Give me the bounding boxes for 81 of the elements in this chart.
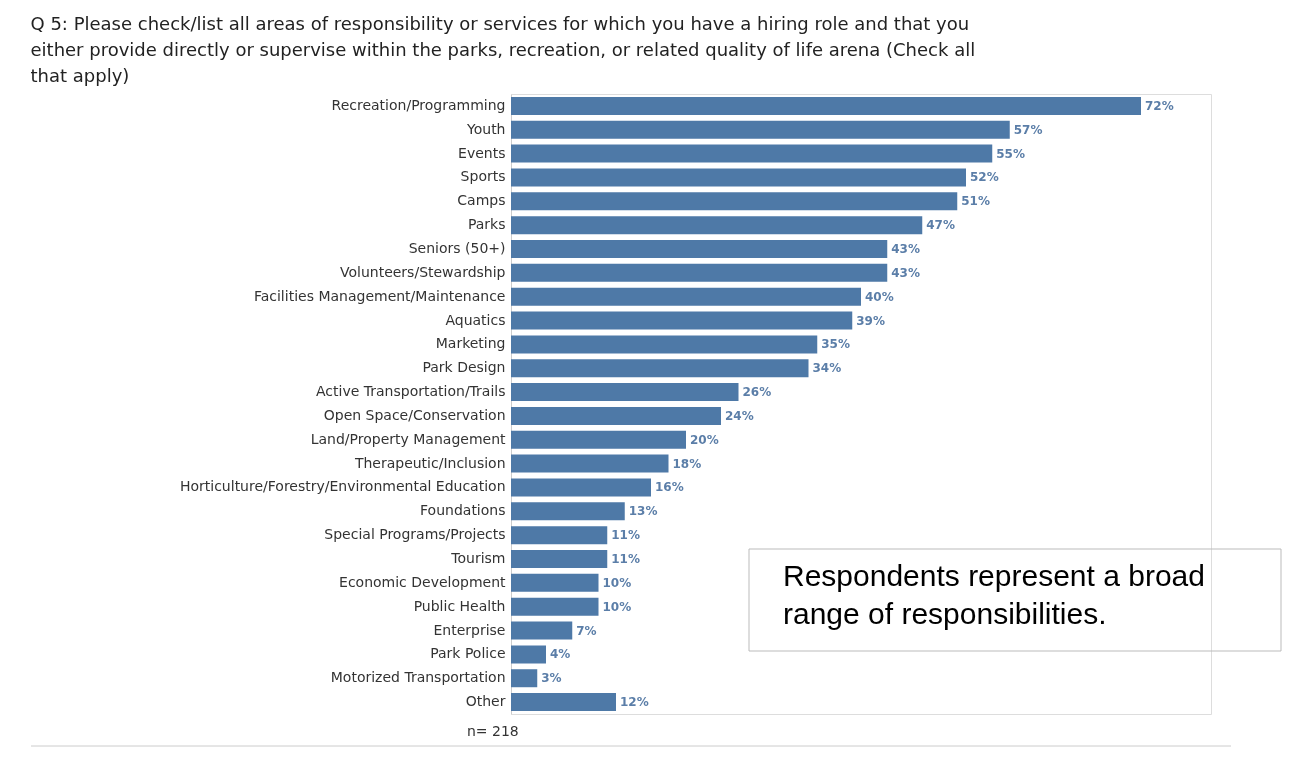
data-label: 10% (602, 575, 632, 590)
bar (511, 693, 616, 712)
y-tick-label: Volunteers/Stewardship (339, 263, 506, 280)
data-label: 10% (602, 599, 632, 614)
bar (511, 287, 861, 306)
data-label: 20% (690, 432, 719, 447)
bar (511, 216, 923, 235)
y-tick-label: Active Transportation/Trails (316, 383, 506, 400)
y-tick-label: Horticulture/Forestry/Environmental Education (179, 478, 506, 495)
bar (511, 430, 686, 449)
text: n= 218 (467, 723, 519, 739)
data-label: 43% (891, 265, 920, 280)
y-tick-label: Open Space/Conservation (323, 406, 506, 423)
data-label: 4% (550, 647, 571, 662)
chart-title: Q 5: Please check/list all areas of responsibility or services for which you have a hiring role and that you either provide directly or supervise within the parks, recreation, or related quality of life arena (Check all that apply) (30, 13, 976, 86)
bar (511, 263, 888, 282)
data-label: 34% (812, 361, 842, 376)
data-label: 26% (742, 385, 772, 400)
bar (511, 478, 651, 497)
y-tick-label: Facilities Management/Maintenance (253, 287, 506, 304)
data-label: 11% (611, 552, 640, 566)
bar (511, 335, 818, 354)
bar (511, 96, 1141, 115)
bar (511, 144, 993, 163)
data-label: 18% (672, 456, 702, 471)
y-tick-label: Sports (460, 168, 506, 185)
bar (511, 311, 853, 330)
bar (511, 240, 888, 258)
bar (511, 359, 809, 378)
y-tick-label: Seniors (50+) (408, 240, 506, 256)
data-label: 47% (926, 218, 955, 233)
bar (511, 120, 1010, 139)
data-label: 39% (856, 313, 885, 328)
bar (511, 168, 966, 187)
bar (511, 669, 538, 688)
y-tick-label: Special Programs/Projects (324, 526, 506, 543)
data-label: 24% (725, 408, 754, 423)
data-label: 16% (655, 480, 684, 495)
y-tick-label: Economic Development (339, 573, 507, 590)
bar (511, 192, 958, 211)
bar (511, 645, 546, 664)
annotation: Respondents represent a broad range of responsibilities. (783, 559, 1205, 630)
bar (511, 621, 573, 640)
data-label: 51% (961, 194, 990, 209)
y-tick-label: Motorized Transportation (330, 669, 506, 686)
data-label: 57% (1013, 122, 1043, 137)
y-tick-label: Public Health (413, 597, 506, 614)
y-tick-label: Land/Property Management (310, 430, 506, 447)
data-label: 40% (865, 289, 894, 304)
y-tick-label: Tourism (450, 550, 506, 566)
y-tick-label: Foundations (420, 502, 506, 519)
bar (511, 597, 599, 616)
y-tick-label: Aquatics (445, 311, 506, 328)
bar (511, 550, 608, 568)
y-tick-label: Recreation/Programming (331, 96, 506, 113)
y-tick-label: Enterprise (433, 621, 506, 638)
data-label: 35% (821, 337, 850, 352)
bar (511, 502, 625, 521)
data-label: 7% (576, 623, 597, 638)
data-label: 13% (628, 504, 658, 519)
data-label: 72% (1145, 98, 1174, 113)
bar (511, 526, 608, 545)
data-label: 11% (611, 528, 640, 543)
y-tick-label: Park Design (422, 359, 506, 376)
bar (511, 383, 739, 402)
data-label: 43% (891, 242, 920, 256)
y-tick-label: Camps (457, 192, 506, 209)
data-label: 3% (541, 671, 562, 686)
data-label: 52% (970, 170, 999, 185)
bar (511, 573, 599, 592)
y-tick-label: Therapeutic/Inclusion (353, 454, 506, 471)
y-tick-label: Youth (466, 120, 506, 137)
bar (511, 406, 721, 425)
data-label: 12% (620, 695, 649, 710)
y-tick-label: Events (458, 144, 506, 161)
y-tick-label: Park Police (430, 645, 506, 662)
y-tick-label: Other (465, 693, 506, 710)
bar (511, 454, 669, 473)
data-label: 55% (996, 146, 1025, 161)
y-tick-label: Parks (467, 216, 506, 233)
y-tick-label: Marketing (435, 335, 506, 352)
